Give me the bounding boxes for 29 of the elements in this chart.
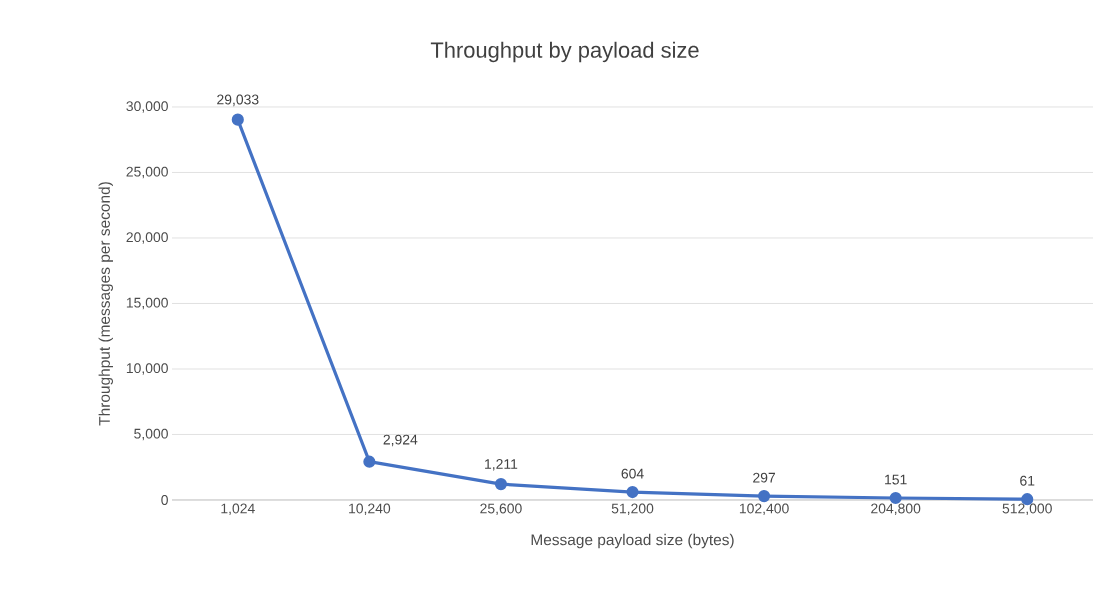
x-tick-label: 25,600	[480, 503, 522, 516]
data-label: 2,924	[383, 434, 418, 447]
y-tick-label: 5,000	[134, 428, 168, 441]
data-label: 29,033	[217, 94, 259, 107]
y-tick-label: 20,000	[126, 232, 168, 244]
y-tick-label: 10,000	[126, 363, 168, 375]
data-label: 151	[885, 474, 907, 485]
data-label: 1,211	[485, 459, 518, 471]
x-tick-label: 51,200	[611, 503, 654, 516]
data-label: 604	[621, 468, 644, 479]
x-tick-label: 204,800	[871, 503, 921, 516]
x-tick-label: 102,400	[739, 503, 789, 516]
point	[626, 485, 639, 499]
y-tick-label: 15,000	[126, 297, 168, 310]
y-tick-label: 30,000	[126, 101, 168, 113]
data-label: 61	[1020, 475, 1035, 486]
y-axis-title: Throughput (messages per second)	[98, 182, 113, 426]
point	[494, 478, 508, 491]
x-tick-label: 512,000	[1002, 503, 1052, 516]
point	[231, 113, 244, 126]
x-axis-title: Message payload size (bytes)	[531, 533, 734, 549]
x-tick-label: 10,240	[349, 503, 391, 516]
chart-title: Throughput by payload size	[430, 41, 699, 63]
y-tick-label: 0	[161, 495, 168, 505]
point	[758, 490, 771, 503]
data-label: 297	[753, 472, 776, 483]
x-tick-label: 1,024	[221, 503, 255, 516]
point	[363, 455, 376, 468]
y-tick-label: 25,000	[126, 166, 168, 179]
